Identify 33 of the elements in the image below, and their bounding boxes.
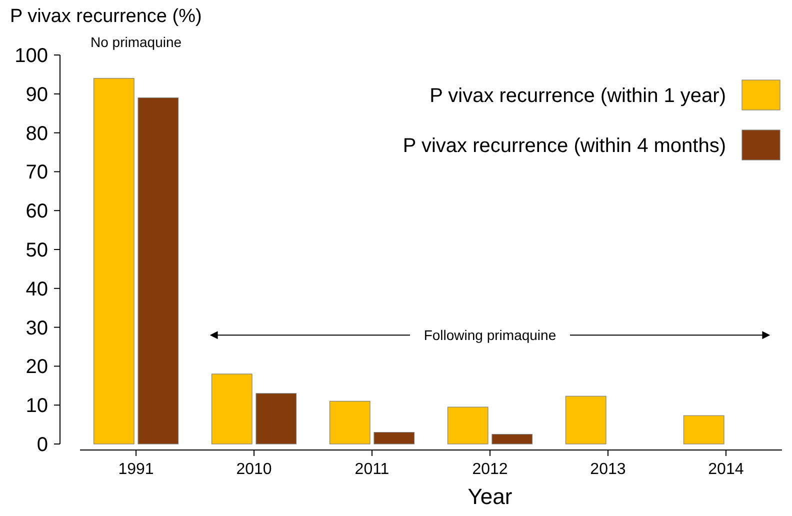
y-tick-label: 90: [26, 84, 48, 106]
bar: [683, 415, 724, 444]
x-tick-label: 1991: [118, 461, 154, 478]
x-tick-label: 2010: [236, 461, 272, 478]
bar: [565, 396, 606, 444]
x-tick-label: 2014: [708, 461, 744, 478]
x-tick-label: 2012: [472, 461, 508, 478]
bar: [211, 374, 252, 444]
bar: [256, 393, 297, 444]
y-tick-label: 0: [36, 434, 48, 456]
y-tick-label: 30: [26, 317, 48, 340]
y-tick-label: 20: [26, 356, 48, 378]
y-tick-label: 10: [26, 395, 48, 418]
y-tick-label: 100: [14, 45, 48, 67]
x-axis-title: Year: [468, 484, 512, 509]
x-tick-label: 2013: [590, 461, 626, 478]
y-tick-label: 40: [26, 278, 48, 300]
bar: [94, 78, 134, 444]
text: No primaquine: [90, 34, 182, 50]
y-tick-label: 60: [26, 200, 48, 223]
y-tick-label: 80: [26, 122, 48, 145]
chart-title: P vivax recurrence (%): [10, 6, 202, 27]
legend-label: P vivax recurrence (within 4 months): [402, 135, 726, 157]
y-tick-label: 70: [26, 162, 48, 184]
legend-label: P vivax recurrence (within 1 year): [430, 85, 726, 107]
bar: [138, 97, 179, 444]
x-tick-label: 2011: [354, 461, 390, 478]
bar: [374, 432, 415, 444]
bar: [447, 406, 488, 444]
bar: [329, 400, 370, 444]
y-tick-label: 50: [26, 240, 48, 262]
bar: [492, 434, 533, 444]
annotation: Following primaquine: [424, 326, 556, 343]
